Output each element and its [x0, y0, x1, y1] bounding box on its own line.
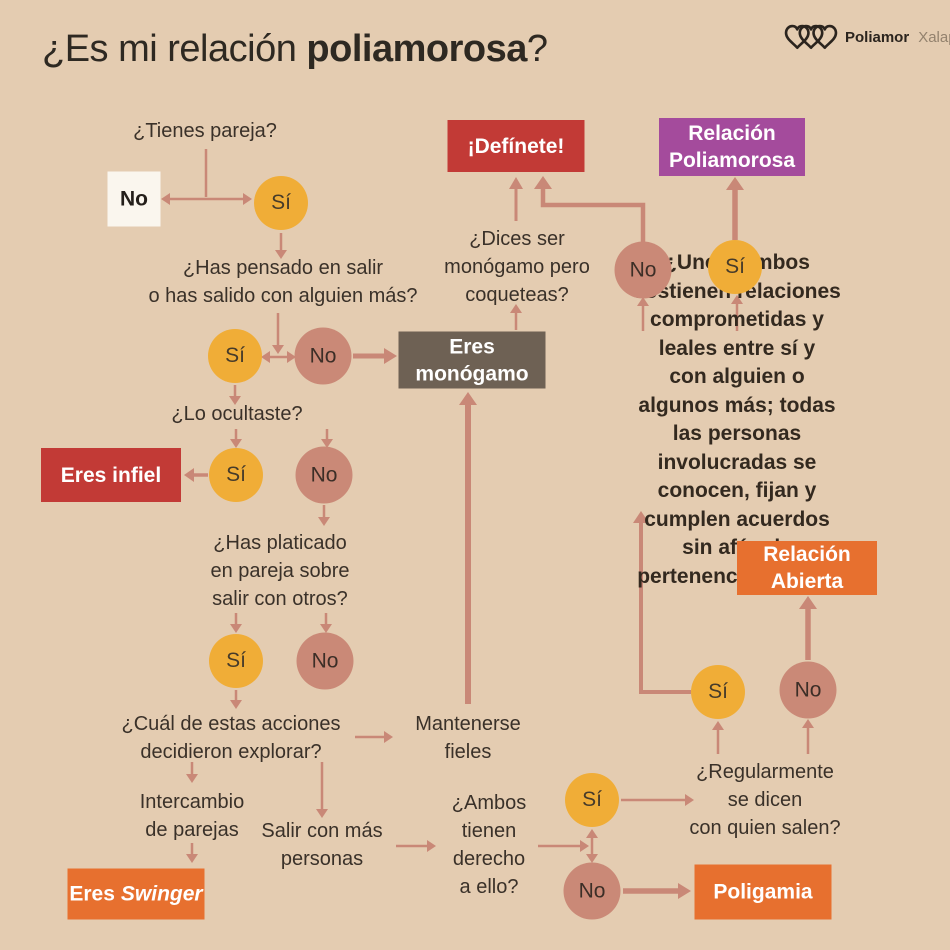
result-box-eres-infiel: Eres infiel — [41, 448, 181, 502]
answer-no-circle-4: No — [296, 632, 354, 690]
answer-no-circle-6: No — [779, 661, 837, 719]
title-bold-word: poliamorosa — [306, 28, 527, 70]
swinger-prefix: Eres — [69, 882, 115, 906]
option-salir-mas-personas: Salir con más personas — [261, 820, 383, 870]
brand-name: Poliamor — [845, 29, 910, 46]
option-mantenerse-fieles: Mantenerse fieles — [415, 713, 521, 763]
question-tienes-pareja: ¿Tienes pareja? — [133, 120, 277, 142]
hearts-logo-icon — [784, 24, 838, 50]
page-title: ¿Es mi relación poliamorosa? — [42, 28, 548, 71]
question-regularmente: ¿Regularmente se dicen con quien salen? — [689, 761, 841, 839]
swinger-word: Swinger — [120, 882, 203, 906]
brand-logo: Poliamor Xalapa — [784, 22, 950, 53]
answer-si-circle-7: Sí — [708, 240, 762, 294]
question-cual-acciones: ¿Cuál de estas acciones decidieron explo… — [121, 713, 341, 763]
question-has-pensado: ¿Has pensado en salir o has salido con a… — [148, 257, 418, 307]
result-box-no-pareja: No — [107, 171, 161, 227]
result-box-eres-swinger: Eres Swinger — [67, 868, 205, 920]
question-has-platicado: ¿Has platicado en pareja sobre salir con… — [210, 532, 350, 610]
answer-si-circle-5: Sí — [565, 773, 619, 827]
answer-si-circle-6: Sí — [691, 665, 745, 719]
result-box-relacion-abierta: Relación Abierta — [737, 541, 877, 595]
question-dices-ser: ¿Dices ser monógamo pero coqueteas? — [444, 228, 590, 306]
result-box-poligamia: Poligamia — [694, 864, 832, 920]
title-suffix: ? — [526, 28, 548, 70]
answer-no-circle-7: No — [614, 241, 672, 299]
answer-si-circle-4: Sí — [209, 634, 263, 688]
answer-si-circle-2: Sí — [208, 329, 262, 383]
option-intercambio-parejas: Intercambio de parejas — [139, 791, 245, 841]
answer-si-circle-1: Sí — [254, 176, 308, 230]
answer-no-circle-5: No — [563, 862, 621, 920]
question-uno-o-ambos: ¿Uno o ambos sostienen relaciones compro… — [633, 251, 841, 588]
title-prefix: ¿Es mi relación — [42, 28, 307, 70]
answer-no-circle-2: No — [294, 327, 352, 385]
question-lo-ocultaste: ¿Lo ocultaste? — [171, 403, 303, 425]
question-ambos-derecho: ¿Ambos tienen derecho a ello? — [451, 792, 527, 898]
result-box-relacion-poliamorosa: Relación Poliamorosa — [659, 118, 805, 176]
result-box-definete: ¡Defínete! — [447, 120, 585, 172]
answer-no-circle-3: No — [295, 446, 353, 504]
answer-si-circle-3: Sí — [209, 448, 263, 502]
result-box-eres-monogamo: Eres monógamo — [398, 331, 546, 389]
brand-city: Xalapa — [918, 29, 950, 46]
